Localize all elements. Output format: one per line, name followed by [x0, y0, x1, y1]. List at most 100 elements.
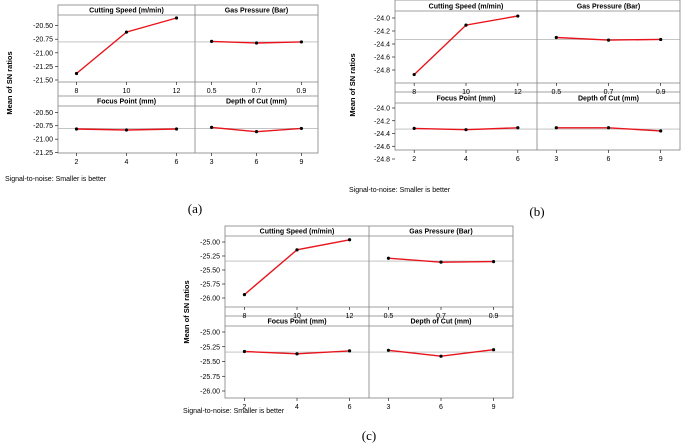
data-point	[347, 349, 352, 353]
y-tick-label: -24.4	[374, 131, 390, 138]
x-tick-label: 10	[123, 88, 131, 95]
signal-to-noise-note: Signal-to-noise: Smaller is better	[183, 408, 285, 415]
x-tick-label: 2	[412, 156, 416, 163]
data-point	[74, 71, 79, 76]
y-tick-label: -26.00	[200, 296, 220, 303]
data-point	[254, 130, 259, 134]
y-tick-label: -25.00	[200, 240, 220, 247]
figure-a: -20.50 -20.75 -21.00 -21.25 -21.50 Cutting Sp…	[5, 4, 319, 216]
y-tick-label: -20.50	[33, 110, 53, 117]
data-point	[174, 16, 179, 20]
y-tick-label: -24.2	[374, 118, 390, 125]
y-tick-label: -20.75	[33, 123, 53, 130]
y-tick-label: -20.50	[33, 23, 53, 30]
y-tick-label: -21.25	[33, 64, 53, 71]
panel-title: Depth of Cut (mm)	[578, 96, 639, 103]
x-tick-label: 9	[659, 156, 663, 163]
panel-title: Focus Point (mm)	[97, 99, 156, 106]
y-tick-label: -25.75	[200, 282, 220, 289]
data-point	[386, 256, 391, 260]
x-tick-label: 3	[210, 159, 214, 166]
x-tick-label: 8	[242, 313, 246, 320]
y-axis-label: Mean of SN ratios	[348, 53, 357, 116]
figure-caption: (a)	[188, 201, 202, 216]
y-tick-label: -24.0	[374, 106, 390, 113]
signal-to-noise-note: Signal-to-noise: Smaller is better	[5, 176, 107, 183]
x-tick-label: 2	[75, 159, 79, 166]
data-point	[491, 260, 496, 264]
y-tick-label: -24.0	[374, 16, 390, 23]
data-point	[386, 348, 391, 352]
x-tick-label: 0.5	[207, 88, 217, 95]
data-point	[295, 352, 299, 356]
y-axis-label: Mean of SN ratios	[5, 51, 14, 114]
x-tick-label: 2	[242, 404, 246, 411]
figure-caption: (c)	[362, 428, 376, 443]
data-point	[347, 238, 352, 242]
panel-title: Cutting Speed (m/min)	[89, 8, 164, 15]
data-point	[464, 128, 468, 132]
x-tick-label: 6	[175, 159, 179, 166]
y-tick-label: -20.75	[33, 37, 53, 44]
data-point	[554, 126, 558, 130]
x-tick-label: 0.9	[297, 88, 307, 95]
y-axis-label: Mean of SN ratios	[182, 280, 191, 343]
data-point	[210, 125, 214, 129]
data-point	[124, 128, 129, 132]
x-tick-label: 0.5	[384, 313, 394, 320]
y-tick-label: -24.6	[374, 55, 390, 62]
series-line	[76, 17, 177, 75]
y-tick-label: -21.25	[33, 150, 53, 157]
data-point	[412, 126, 416, 130]
x-tick-label: 10	[293, 313, 301, 320]
figure-caption: (b)	[529, 204, 544, 219]
data-point	[124, 30, 129, 34]
x-tick-label: 12	[346, 313, 354, 320]
data-point	[174, 127, 179, 131]
figure-frame	[394, 0, 681, 151]
y-tick-label: -24.2	[374, 29, 390, 36]
data-point	[210, 39, 214, 43]
data-point	[254, 41, 259, 45]
x-tick-label: 9	[299, 159, 303, 166]
panel-title: Cutting Speed (m/min)	[429, 4, 504, 11]
figure-b: -24.0 -24.2 -24.4 -24.6 -24.8 Cutting Speed (…	[348, 0, 681, 219]
data-point	[439, 354, 443, 358]
y-tick-label: -24.4	[374, 42, 390, 49]
y-tick-label: -26.00	[200, 389, 220, 396]
panel-title: Gas Pressure (Bar)	[409, 229, 472, 236]
x-tick-label: 0.7	[252, 88, 262, 95]
y-tick-label: -21.50	[33, 78, 53, 85]
y-tick-label: -21.00	[33, 50, 53, 57]
x-tick-label: 4	[125, 159, 129, 166]
x-tick-label: 12	[514, 89, 522, 96]
data-point	[242, 293, 247, 297]
data-point	[295, 248, 299, 252]
signal-to-noise-note: Signal-to-noise: Smaller is better	[349, 187, 451, 194]
data-point	[464, 23, 468, 27]
x-tick-label: 3	[554, 156, 558, 163]
x-tick-label: 0.7	[604, 89, 614, 96]
data-point	[412, 72, 416, 77]
data-point	[659, 129, 663, 133]
data-point	[516, 126, 520, 130]
x-tick-label: 4	[464, 156, 468, 163]
y-tick-label: -21.00	[33, 137, 53, 144]
figure-c: -25.00 -25.25 -25.50 -25.75 -26.00 Cutting Sp…	[182, 225, 514, 443]
data-point	[299, 126, 303, 131]
y-tick-label: -25.50	[200, 268, 220, 275]
x-tick-label: 0.7	[436, 313, 446, 320]
x-tick-label: 6	[255, 159, 259, 166]
x-tick-label: 0.9	[489, 313, 499, 320]
data-point	[606, 38, 611, 42]
data-point	[74, 127, 79, 131]
figure-frame	[57, 4, 319, 154]
x-tick-label: 6	[439, 404, 443, 411]
x-tick-label: 12	[173, 88, 181, 95]
panel-title: Cutting Speed (m/min)	[260, 229, 335, 236]
y-tick-label: -25.75	[200, 374, 220, 381]
x-tick-label: 0.5	[551, 89, 561, 96]
data-point	[554, 35, 558, 40]
y-tick-label: -24.8	[374, 68, 390, 75]
